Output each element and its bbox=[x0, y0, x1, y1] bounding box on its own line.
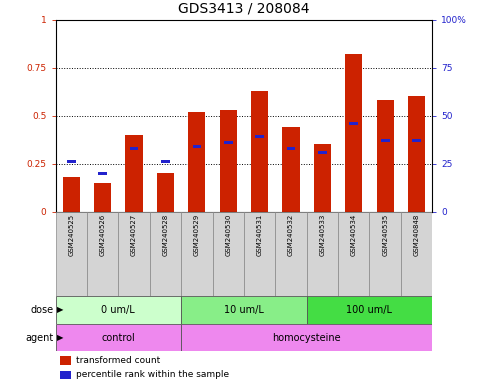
Bar bbox=[150, 212, 181, 296]
Bar bbox=[67, 160, 75, 163]
Bar bbox=[126, 135, 142, 212]
Bar bbox=[408, 96, 425, 212]
Text: GSM240848: GSM240848 bbox=[413, 214, 420, 257]
Bar bbox=[56, 212, 87, 296]
Bar bbox=[412, 139, 421, 142]
Text: GDS3413 / 208084: GDS3413 / 208084 bbox=[178, 2, 310, 16]
Bar bbox=[381, 139, 389, 142]
Bar bbox=[181, 296, 307, 324]
Bar bbox=[87, 212, 118, 296]
Text: GSM240535: GSM240535 bbox=[382, 214, 388, 257]
Text: GSM240534: GSM240534 bbox=[351, 214, 357, 257]
Text: GSM240527: GSM240527 bbox=[131, 214, 137, 257]
Bar bbox=[283, 127, 299, 212]
Text: 0 um/L: 0 um/L bbox=[101, 305, 135, 315]
Bar bbox=[130, 147, 138, 150]
Text: GSM240532: GSM240532 bbox=[288, 214, 294, 257]
Text: ▶: ▶ bbox=[57, 333, 63, 342]
Text: transformed count: transformed count bbox=[76, 356, 160, 365]
Bar bbox=[99, 172, 107, 175]
Bar bbox=[350, 122, 358, 125]
Bar bbox=[63, 177, 80, 212]
Bar bbox=[220, 110, 237, 212]
Text: GSM240531: GSM240531 bbox=[256, 214, 263, 257]
Bar bbox=[345, 54, 362, 212]
Text: percentile rank within the sample: percentile rank within the sample bbox=[76, 370, 229, 379]
Bar bbox=[338, 212, 369, 296]
Bar bbox=[307, 296, 432, 324]
Bar bbox=[307, 212, 338, 296]
Bar bbox=[224, 141, 232, 144]
Text: GSM240525: GSM240525 bbox=[68, 214, 74, 256]
Text: GSM240530: GSM240530 bbox=[225, 214, 231, 257]
Text: dose: dose bbox=[30, 305, 53, 315]
Text: ▶: ▶ bbox=[57, 305, 63, 314]
Bar bbox=[94, 183, 111, 212]
Bar bbox=[213, 212, 244, 296]
Text: 100 um/L: 100 um/L bbox=[346, 305, 393, 315]
Bar bbox=[287, 147, 295, 150]
Bar bbox=[256, 135, 264, 138]
Bar bbox=[181, 212, 213, 296]
Bar bbox=[251, 91, 268, 212]
Bar bbox=[318, 151, 327, 154]
Bar bbox=[56, 296, 181, 324]
Bar bbox=[188, 112, 205, 212]
Bar bbox=[377, 100, 394, 212]
Text: control: control bbox=[101, 333, 135, 343]
Bar bbox=[369, 212, 401, 296]
Text: GSM240526: GSM240526 bbox=[99, 214, 106, 257]
Bar bbox=[118, 212, 150, 296]
Bar bbox=[157, 173, 174, 212]
Text: 10 um/L: 10 um/L bbox=[224, 305, 264, 315]
Text: GSM240533: GSM240533 bbox=[319, 214, 326, 257]
Text: agent: agent bbox=[25, 333, 53, 343]
Bar bbox=[56, 324, 181, 351]
Bar bbox=[181, 324, 432, 351]
Bar bbox=[314, 144, 331, 212]
Text: GSM240528: GSM240528 bbox=[162, 214, 169, 257]
Text: homocysteine: homocysteine bbox=[272, 333, 341, 343]
Bar bbox=[193, 145, 201, 148]
Bar bbox=[401, 212, 432, 296]
Bar bbox=[275, 212, 307, 296]
Text: GSM240529: GSM240529 bbox=[194, 214, 200, 257]
Bar bbox=[161, 160, 170, 163]
Bar bbox=[244, 212, 275, 296]
